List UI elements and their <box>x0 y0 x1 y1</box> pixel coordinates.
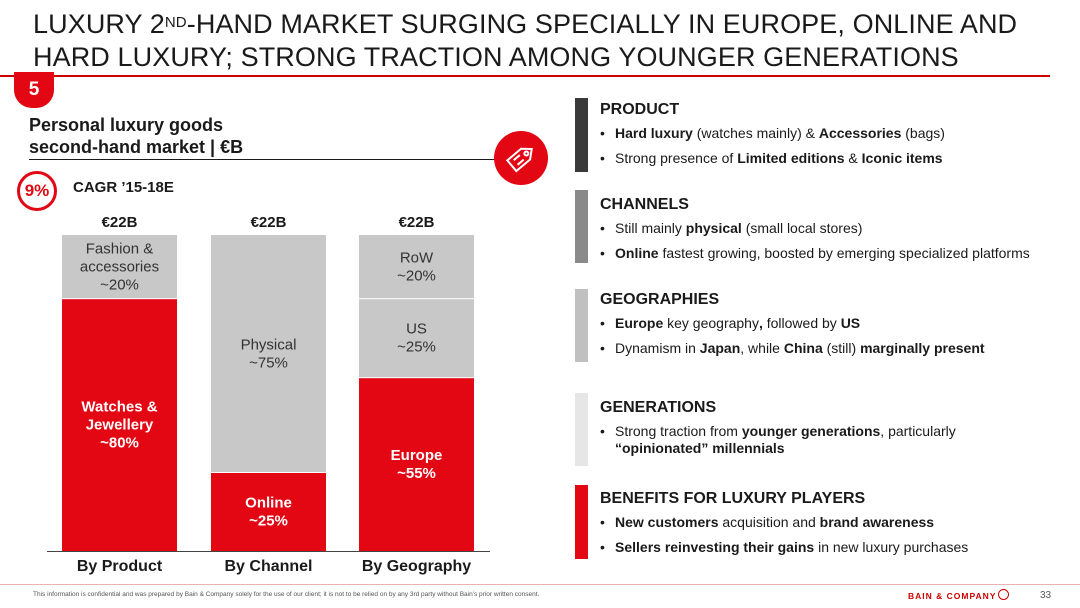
segment-label: ~55% <box>397 465 436 482</box>
section-color-bar <box>575 485 588 559</box>
price-tag-icon <box>494 131 548 185</box>
segment-label: ~20% <box>100 277 139 294</box>
insight-section: GEOGRAPHIES Europe key geography, followe… <box>575 289 1055 362</box>
segment-label: ~25% <box>249 513 288 530</box>
slide-title: LUXURY 2ND-HAND MARKET SURGING SPECIALLY… <box>33 9 1018 72</box>
section-title: GENERATIONS <box>600 399 717 416</box>
bar-total-label: €22B <box>399 214 435 231</box>
section-title: GEOGRAPHIES <box>600 291 720 308</box>
insight-section: CHANNELS Still mainly physical (small loc… <box>575 190 1055 263</box>
cagr-badge: 9% <box>17 171 57 211</box>
section-color-bar <box>575 393 588 466</box>
bar-segment <box>62 299 177 551</box>
insight-section: BENEFITS FOR LUXURY PLAYERS New customers… <box>575 485 1055 559</box>
insight-section: GENERATIONS Strong traction from younger … <box>575 393 1055 466</box>
section-number-badge: 5 <box>14 72 54 108</box>
bar-segment <box>62 235 177 299</box>
segment-label: accessories <box>80 259 159 276</box>
section-color-bar <box>575 98 588 172</box>
section-title: PRODUCT <box>600 101 680 118</box>
segment-label: ~80% <box>100 435 139 452</box>
insight-section: PRODUCT Hard luxury (watches mainly) & Ac… <box>575 98 1055 172</box>
bar-segment <box>211 473 326 551</box>
brand-logo-icon <box>998 589 1009 600</box>
segment-label: Jewellery <box>86 417 154 434</box>
segment-label: Watches & <box>81 399 157 416</box>
segment-label: Online <box>245 495 292 512</box>
segment-label: ~20% <box>397 268 436 285</box>
bar-segment <box>359 378 474 551</box>
segment-label: RoW <box>400 250 434 267</box>
bar-segment <box>359 235 474 299</box>
segment-label: Europe <box>391 447 443 464</box>
segment-label: Physical <box>241 337 297 354</box>
section-title: BENEFITS FOR LUXURY PLAYERS <box>600 490 866 507</box>
cagr-label: CAGR ’15-18E <box>73 179 174 196</box>
brand-name: BAIN & COMPANY <box>908 591 997 601</box>
section-color-bar <box>575 190 588 263</box>
title-divider <box>0 75 1050 77</box>
category-label: By Channel <box>224 558 312 575</box>
bar-segment <box>359 299 474 378</box>
segment-label: US <box>406 321 427 338</box>
segment-label: ~75% <box>249 355 288 372</box>
category-label: By Geography <box>362 558 471 575</box>
segment-label: ~25% <box>397 339 436 356</box>
section-title: CHANNELS <box>600 196 689 213</box>
chart-subtitle: Personal luxury goods second-hand market… <box>29 115 244 157</box>
confidentiality-note: This information is confidential and was… <box>33 591 540 598</box>
bar-segment <box>211 235 326 472</box>
subtitle-divider <box>29 159 499 160</box>
footer-divider <box>0 584 1080 585</box>
bar-total-label: €22B <box>102 214 138 231</box>
bar-total-label: €22B <box>251 214 287 231</box>
segment-label: Fashion & <box>86 241 154 258</box>
category-label: By Product <box>77 558 163 575</box>
section-color-bar <box>575 289 588 362</box>
page-number: 33 <box>1040 590 1052 601</box>
stacked-bar-chart: Watches &Jewellery~80% Fashion &accessori… <box>47 214 490 575</box>
